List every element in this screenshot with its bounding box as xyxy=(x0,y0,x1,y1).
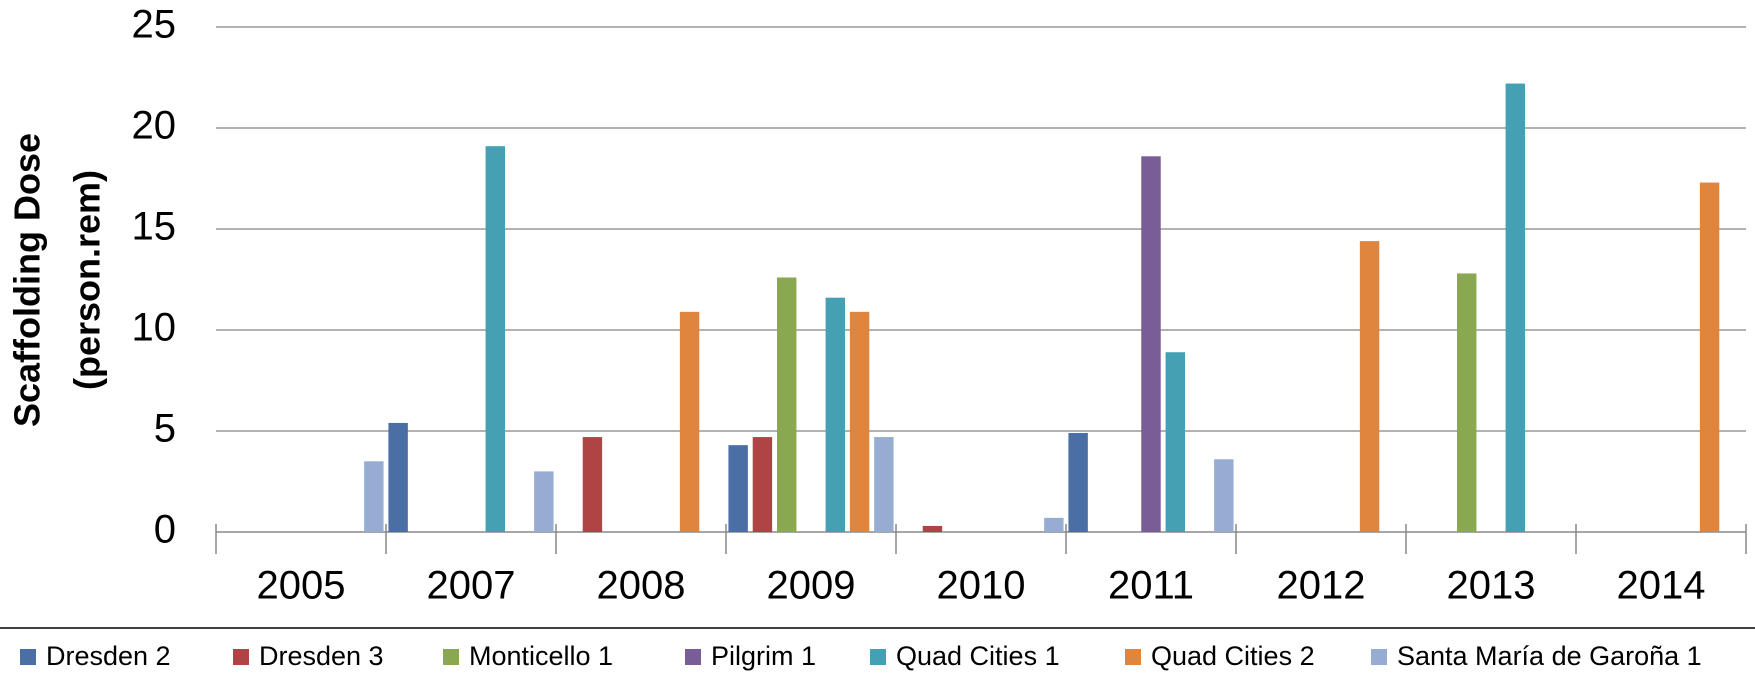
x-tick-label: 2010 xyxy=(937,564,1026,608)
bar xyxy=(1699,182,1720,533)
bar xyxy=(1457,273,1477,532)
y-tick-label: 25 xyxy=(132,3,177,47)
legend-swatch xyxy=(685,649,701,665)
legend-label: Santa María de Garoña 1 xyxy=(1397,641,1702,671)
y-tick-label: 0 xyxy=(154,508,176,552)
y-tick-label: 15 xyxy=(132,205,177,249)
bar xyxy=(1068,433,1088,532)
y-axis-label: (person.rem) xyxy=(67,170,108,390)
legend-swatch xyxy=(443,649,459,665)
x-tick-label: 2012 xyxy=(1277,564,1366,608)
bar xyxy=(777,277,797,532)
y-tick-label: 20 xyxy=(132,104,177,148)
legend-label: Dresden 3 xyxy=(259,641,384,671)
x-tick-label: 2011 xyxy=(1108,564,1194,608)
x-tick-label: 2005 xyxy=(257,564,346,608)
legend-swatch xyxy=(870,649,886,665)
legend-label: Dresden 2 xyxy=(46,641,171,671)
legend-swatch xyxy=(1125,649,1141,665)
bar xyxy=(922,525,943,532)
bar xyxy=(728,445,748,532)
bar xyxy=(752,437,773,532)
bar xyxy=(582,437,603,532)
x-tick-label: 2013 xyxy=(1447,564,1536,608)
bar xyxy=(1359,241,1380,532)
bar xyxy=(825,297,845,532)
legend-swatch xyxy=(20,649,36,665)
bar xyxy=(1505,83,1525,532)
bar xyxy=(1044,517,1064,532)
legend-label: Monticello 1 xyxy=(469,641,613,671)
x-tick-label: 2008 xyxy=(597,564,686,608)
legend-swatch xyxy=(233,649,249,665)
bar xyxy=(1165,352,1185,532)
bar xyxy=(1141,156,1161,532)
x-tick-label: 2014 xyxy=(1617,564,1706,608)
bar xyxy=(388,422,408,532)
legend-label: Quad Cities 2 xyxy=(1151,641,1315,671)
bar xyxy=(364,461,384,532)
bar xyxy=(534,471,554,532)
x-tick-label: 2007 xyxy=(427,564,516,608)
y-axis-label: Scaffolding Dose xyxy=(7,133,48,427)
legend-label: Quad Cities 1 xyxy=(896,641,1060,671)
y-tick-label: 5 xyxy=(154,407,176,451)
bar xyxy=(849,311,870,532)
y-tick-label: 10 xyxy=(132,306,177,350)
legend-label: Pilgrim 1 xyxy=(711,641,816,671)
x-tick-label: 2009 xyxy=(767,564,856,608)
bar xyxy=(1214,459,1234,532)
legend-swatch xyxy=(1371,649,1387,665)
bar xyxy=(874,437,894,532)
bar xyxy=(485,146,505,532)
bar xyxy=(679,311,700,532)
